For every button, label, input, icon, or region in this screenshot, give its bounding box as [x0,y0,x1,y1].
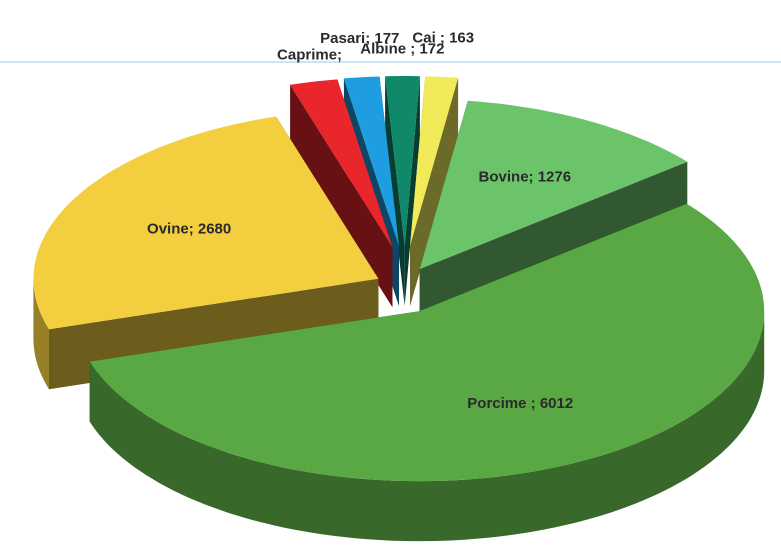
data-label: Cai ; 163 [412,29,474,46]
data-label: Bovine; 1276 [479,168,572,185]
data-label: Albine ; 172 [360,40,444,57]
data-label: Caprime; [277,46,342,63]
slice [385,76,420,246]
slice-wall [404,76,420,306]
data-label: Porcime ; 6012 [467,395,573,412]
slice-side [89,311,765,542]
slice [89,203,765,482]
slice [290,79,393,248]
slice [419,100,688,270]
slice [410,76,459,247]
data-label: Ovine; 2680 [147,221,231,238]
slice-wall [385,76,405,306]
slice [343,76,399,247]
slice-side [33,278,49,390]
data-label: Pasari; 177 [320,30,399,47]
slice-wall [410,77,459,307]
slice [33,116,379,330]
slice-wall [290,84,393,308]
